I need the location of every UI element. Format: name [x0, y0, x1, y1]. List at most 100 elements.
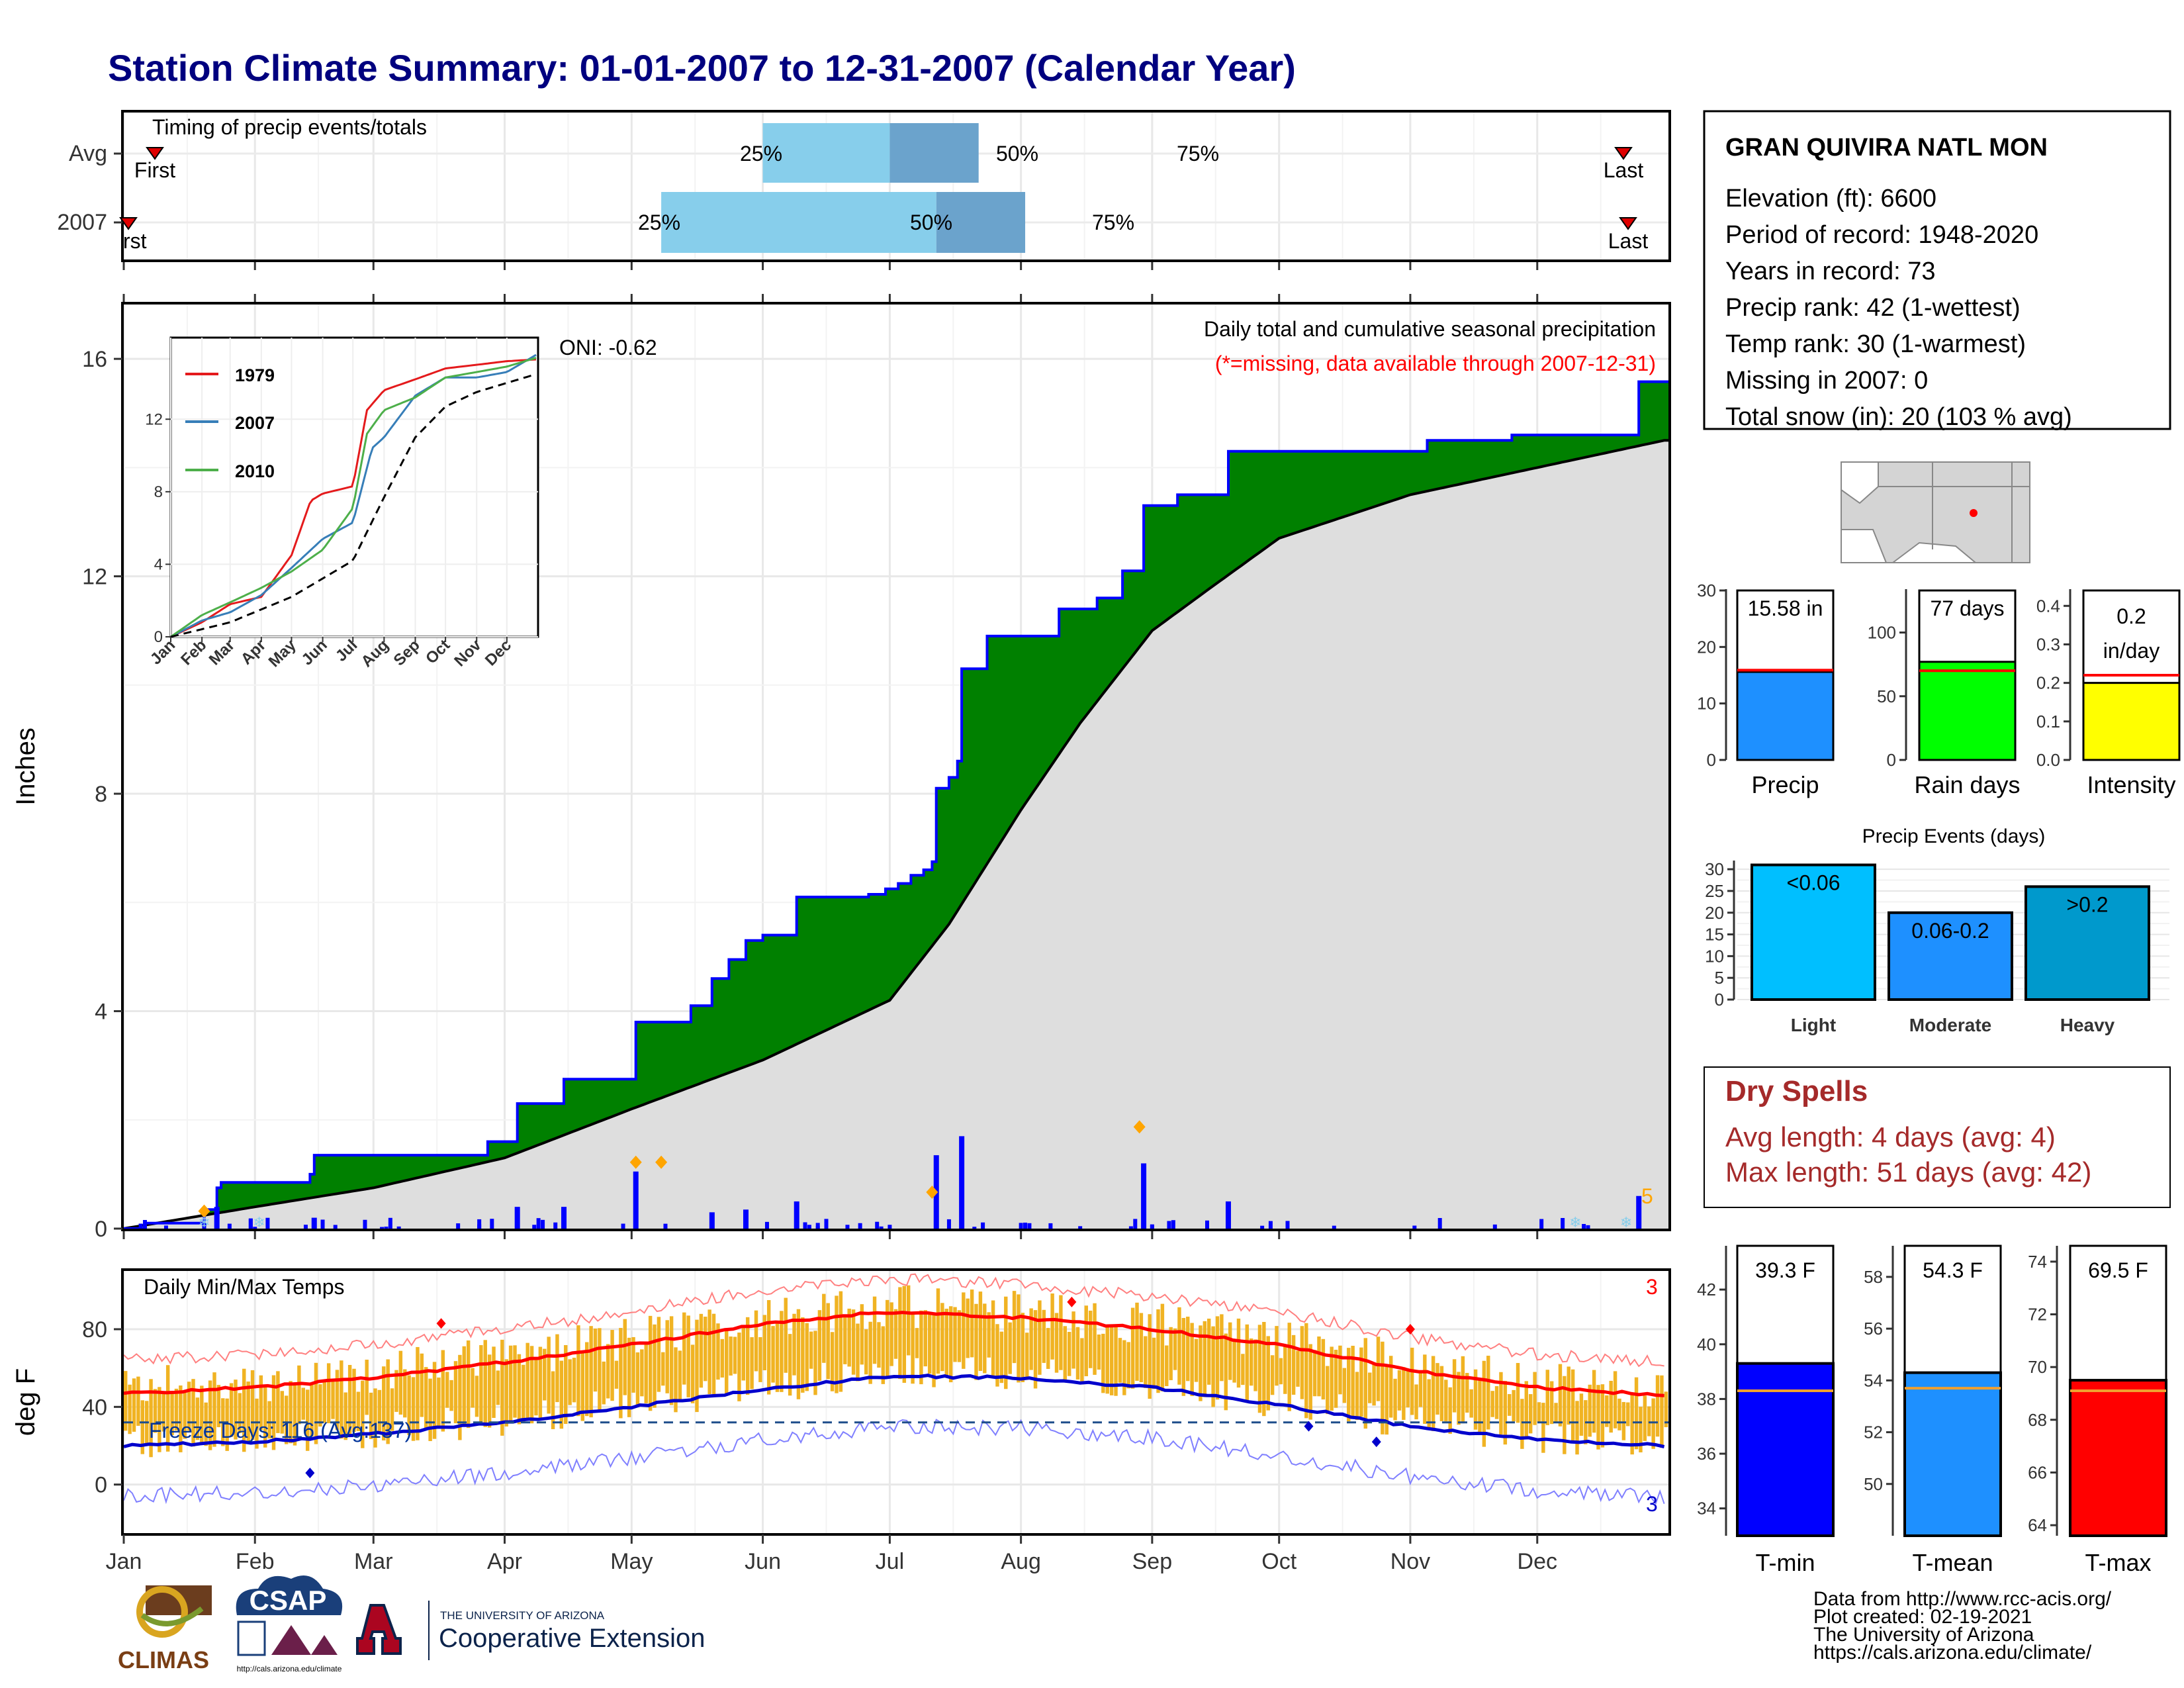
inset-month-Feb: Feb [177, 636, 210, 669]
daily-temp-bar [1270, 1355, 1275, 1395]
daily-temp-bar [1381, 1341, 1385, 1434]
daily-temp-bar [758, 1336, 762, 1382]
daily-temp-bar [263, 1386, 267, 1448]
precip-ytick-16: 16 [82, 347, 107, 372]
daily-temp-bar [289, 1381, 293, 1444]
daily-temp-bar [411, 1377, 416, 1441]
daily-precip-bar [1150, 1224, 1154, 1229]
daily-temp-bar [1457, 1372, 1461, 1425]
daily-temp-bar [1046, 1328, 1050, 1369]
temp-top-count: 3 [1646, 1275, 1658, 1299]
daily-temp-bar [1448, 1387, 1452, 1434]
daily-temp-bar [923, 1310, 927, 1367]
daily-temp-bar [1359, 1347, 1363, 1417]
average-cumulative-area [124, 440, 1668, 1229]
temp-bar-value-label: 69.5 F [2088, 1258, 2148, 1282]
daily-temp-bar [792, 1313, 796, 1376]
daily-temp-bar [1342, 1368, 1347, 1403]
daily-temp-bar [796, 1309, 801, 1399]
station-info-box: GRAN QUIVIRA NATL MON Elevation (ft): 66… [1703, 110, 2171, 431]
footer-credits: Data from http://www.rcc-acis.org/ Plot … [1813, 1588, 2112, 1664]
daily-temp-bar [1482, 1360, 1486, 1447]
snow-marker: ❄ [1569, 1214, 1581, 1231]
temp-ytick-80: 80 [82, 1317, 107, 1342]
temp-bar-label: T-mean [1912, 1549, 1993, 1576]
temp-bar-ytick: 72 [2028, 1305, 2047, 1325]
daily-temp-bar [1177, 1307, 1181, 1385]
daily-precip-bar [561, 1207, 567, 1229]
daily-temp-bar [762, 1315, 767, 1371]
daily-temp-bar [487, 1354, 492, 1428]
daily-temp-bar [631, 1336, 635, 1393]
daily-temp-bar [580, 1352, 585, 1421]
daily-temp-bar [1494, 1386, 1499, 1419]
daily-temp-bar [1499, 1372, 1503, 1435]
temp-bar-ytick: 52 [1864, 1423, 1883, 1442]
daily-temp-bar [305, 1389, 310, 1451]
daily-temp-bar [1418, 1372, 1423, 1407]
daily-temp-bar [416, 1346, 420, 1440]
inset-ytick-4: 4 [154, 555, 163, 573]
daily-temp-bar [843, 1317, 847, 1364]
inset-legend-2007: 2007 [235, 413, 275, 433]
daily-temp-bar [987, 1312, 991, 1358]
temp-bar-value [1736, 1362, 1835, 1537]
daily-temp-bar [492, 1346, 496, 1418]
mini-ytick: 0.1 [2036, 712, 2060, 731]
daily-temp-bar [1655, 1375, 1660, 1437]
daily-temp-bar [1169, 1327, 1173, 1380]
daily-temp-bar [529, 1346, 534, 1424]
mini-value-label: 15.58 in [1748, 596, 1823, 620]
daily-temp-bar [1122, 1340, 1126, 1395]
daily-precip-bar [303, 1225, 308, 1229]
daily-precip-bar [553, 1222, 558, 1229]
timing-row-avg: Avg [69, 141, 107, 166]
daily-temp-bar [1088, 1310, 1093, 1368]
inset-series [170, 353, 537, 638]
mini-ytick: 0.2 [2036, 673, 2060, 693]
mini-ytick: 0.4 [2036, 596, 2060, 616]
temp-bar-ytick: 56 [1864, 1319, 1883, 1338]
daily-temp-bar [508, 1345, 513, 1423]
daily-temp-bar [970, 1289, 974, 1358]
daily-precip-bar [1492, 1224, 1497, 1229]
daily-temp-bar [1300, 1326, 1304, 1399]
daily-precip-bar [1141, 1163, 1147, 1229]
daily-precip-bar [1205, 1220, 1209, 1229]
y2007-p25-label: 25% [638, 211, 680, 234]
daily-temp-bar [246, 1382, 250, 1442]
daily-temp-bar [187, 1382, 191, 1431]
daily-precip-bar [142, 1219, 147, 1229]
mini-bar-label: Intensity [2087, 771, 2175, 798]
daily-temp-bar [1570, 1369, 1575, 1441]
daily-precip-bar [972, 1227, 977, 1229]
inset-month-Aug: Aug [358, 636, 392, 671]
event-bar-range: 0.06-0.2 [1911, 919, 1989, 943]
daily-temp-bar [204, 1402, 208, 1446]
daily-temp-bar [1563, 1376, 1567, 1454]
daily-temp-bar [174, 1388, 179, 1430]
daily-temp-bar [983, 1303, 987, 1374]
y2007-p50-label: 50% [910, 211, 952, 234]
daily-temp-bar [1617, 1398, 1621, 1430]
daily-temp-bar [766, 1299, 771, 1395]
daily-temp-bar [208, 1380, 212, 1450]
daily-precip-bar [532, 1225, 537, 1229]
daily-precip-bar [959, 1136, 965, 1229]
daily-temp-bar [547, 1336, 551, 1414]
daily-temp-bar [195, 1397, 200, 1440]
daily-temp-bar [551, 1371, 555, 1429]
temp-bar-ytick: 34 [1697, 1499, 1716, 1519]
daily-precip-bar [1285, 1221, 1290, 1229]
daily-temp-bar [978, 1291, 983, 1372]
daily-temp-bar [471, 1368, 475, 1408]
daily-temp-bar [1156, 1309, 1160, 1393]
daily-temp-bar [1427, 1379, 1431, 1428]
temp-bar-ytick: 42 [1697, 1280, 1716, 1299]
daily-precip-bar [981, 1222, 985, 1229]
daily-temp-bar [1063, 1326, 1068, 1381]
snow-marker: ❄ [198, 1214, 210, 1231]
daily-temp-bar [915, 1328, 919, 1358]
daily-temp-bar [398, 1350, 403, 1415]
